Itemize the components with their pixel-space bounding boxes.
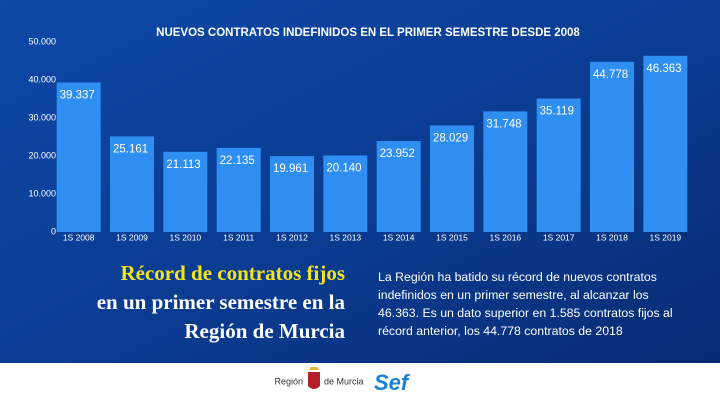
value-label: 22.135 — [220, 155, 255, 167]
x-tick-label: 1S 2013 — [329, 232, 361, 242]
headline: en un primer semestre en la — [97, 290, 346, 314]
value-label: 35.119 — [540, 106, 574, 118]
brand-logo: Sef — [374, 370, 411, 395]
x-tick-label: 1S 2012 — [276, 232, 308, 242]
bar — [376, 140, 421, 232]
value-label: 21.113 — [166, 159, 200, 171]
body-text: La Región ha batido su récord de nuevos … — [378, 270, 673, 338]
logo-text: Región — [274, 376, 303, 386]
x-tick-label: 1S 2010 — [169, 232, 201, 242]
crown — [309, 367, 319, 370]
bar — [536, 98, 581, 233]
bar — [323, 155, 368, 232]
x-tick-label: 1S 2011 — [223, 232, 254, 242]
value-label: 19.961 — [273, 163, 308, 175]
footer-bar — [0, 363, 720, 405]
bar — [483, 111, 528, 232]
x-tick-label: 1S 2014 — [383, 232, 415, 242]
x-tick-label: 1S 2008 — [63, 232, 95, 242]
value-label: 44.778 — [593, 69, 628, 81]
y-tick-label: 0 — [51, 226, 56, 236]
x-tick-label: 1S 2017 — [543, 232, 575, 242]
value-label: 23.952 — [380, 148, 415, 160]
crest — [308, 372, 320, 389]
bar — [216, 147, 261, 232]
headline: Región de Murcia — [184, 319, 345, 343]
value-label: 28.029 — [433, 133, 468, 145]
value-label: 39.337 — [60, 90, 95, 102]
bar — [270, 156, 314, 232]
x-tick-label: 1S 2019 — [649, 232, 681, 242]
y-tick-label: 20.000 — [28, 150, 56, 160]
value-label: 46.363 — [646, 63, 681, 75]
bar — [430, 125, 474, 232]
y-tick-label: 30.000 — [28, 112, 56, 122]
chart-title: NUEVOS CONTRATOS INDEFINIDOS EN EL PRIME… — [156, 27, 580, 39]
y-tick-label: 10.000 — [28, 188, 56, 198]
bar — [56, 82, 101, 232]
y-tick-label: 40.000 — [28, 74, 56, 84]
y-tick-label: 50.000 — [28, 36, 56, 46]
bar — [590, 61, 634, 233]
bar — [110, 136, 154, 232]
value-label: 25.161 — [113, 143, 148, 155]
x-tick-label: 1S 2016 — [489, 232, 521, 242]
logo-text: de Murcia — [324, 376, 364, 386]
x-tick-label: 1S 2015 — [436, 232, 468, 242]
value-label: 20.140 — [326, 162, 361, 174]
x-tick-label: 1S 2009 — [116, 232, 148, 242]
value-label: 31.748 — [486, 118, 521, 130]
bar — [163, 151, 208, 232]
bar — [643, 55, 688, 232]
headline: Récord de contratos fijos — [120, 261, 345, 285]
x-tick-label: 1S 2018 — [596, 232, 628, 242]
